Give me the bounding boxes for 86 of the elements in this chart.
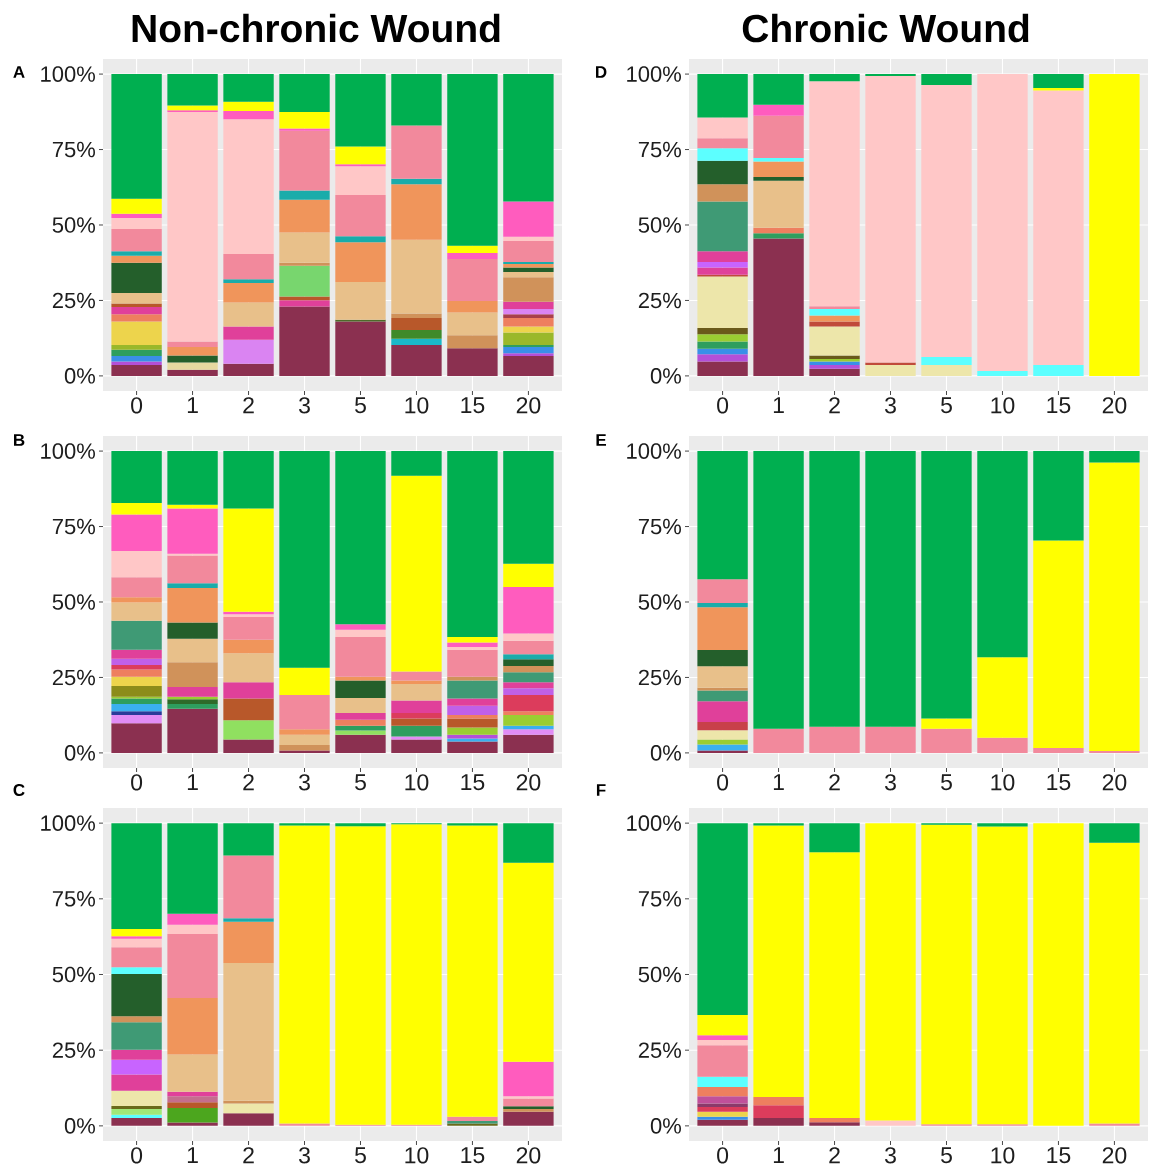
x-tick-label: 3	[884, 1147, 896, 1164]
x-tick-label: 0	[717, 1147, 729, 1164]
y-tick-label: 50%	[52, 594, 95, 610]
x-tick-label: 20	[516, 774, 541, 791]
y-tick-label: 50%	[52, 966, 95, 983]
y-tick-label: 25%	[52, 669, 95, 686]
chart-title: Non-chronic Wound	[132, 13, 500, 43]
x-tick-label: 10	[405, 774, 429, 791]
x-tick-label: 15	[1047, 397, 1071, 414]
y-tick-label: 50%	[638, 594, 681, 610]
x-tick-label: 5	[355, 1147, 366, 1164]
text: B	[14, 434, 25, 446]
y-tick-label: 75%	[638, 518, 681, 535]
text: F	[596, 784, 606, 796]
y-tick-label: 0%	[64, 368, 96, 384]
x-tick-label: 3	[298, 397, 310, 414]
y-tick-label: 50%	[52, 217, 95, 233]
x-tick-label: 10	[405, 397, 429, 414]
x-tick-label: 20	[1102, 397, 1127, 414]
x-tick-label: 0	[717, 774, 729, 791]
x-tick-label: 2	[829, 774, 840, 791]
y-tick-label: 0%	[650, 1118, 682, 1134]
x-tick-label: 15	[461, 774, 485, 791]
x-tick-label: 1	[187, 774, 198, 791]
x-tick-label: 1	[773, 774, 784, 791]
x-tick-label: 15	[461, 397, 485, 414]
y-tick-label: 100%	[627, 66, 681, 82]
x-tick-label: 15	[1047, 774, 1071, 791]
y-tick-label: 75%	[638, 891, 681, 907]
x-tick-label: 0	[131, 774, 143, 791]
x-tick-label: 3	[298, 1147, 310, 1164]
y-tick-label: 75%	[52, 141, 95, 158]
x-tick-label: 20	[1102, 1147, 1127, 1164]
x-tick-label: 0	[131, 1147, 143, 1164]
x-tick-label: 20	[1102, 774, 1127, 791]
y-tick-label: 50%	[638, 217, 681, 233]
x-tick-label: 5	[941, 397, 952, 414]
x-tick-label: 10	[405, 1147, 429, 1164]
x-tick-label: 15	[1047, 1147, 1071, 1164]
x-tick-label: 1	[773, 1147, 784, 1164]
x-tick-label: 1	[187, 1147, 198, 1164]
y-tick-label: 100%	[627, 815, 681, 831]
x-tick-label: 0	[131, 397, 143, 414]
x-tick-label: 5	[355, 397, 366, 414]
x-tick-label: 1	[187, 397, 198, 414]
y-tick-label: 100%	[41, 815, 95, 831]
text: E	[596, 434, 607, 446]
y-tick-label: 75%	[52, 891, 95, 907]
y-tick-label: 25%	[638, 669, 681, 686]
x-tick-label: 1	[773, 397, 784, 414]
y-tick-label: 25%	[638, 1042, 681, 1058]
x-tick-label: 5	[941, 774, 952, 791]
x-tick-label: 2	[243, 774, 254, 791]
x-tick-label: 2	[829, 397, 840, 414]
x-tick-label: 2	[243, 397, 254, 414]
y-tick-label: 75%	[638, 141, 681, 158]
x-tick-label: 10	[991, 774, 1015, 791]
x-tick-label: 15	[461, 1147, 485, 1164]
x-tick-label: 10	[991, 1147, 1015, 1164]
text: D	[596, 66, 607, 78]
y-tick-label: 100%	[627, 443, 681, 459]
x-tick-label: 5	[355, 774, 366, 791]
y-tick-label: 0%	[64, 1118, 96, 1134]
x-tick-label: 20	[516, 397, 541, 414]
x-tick-label: 2	[829, 1147, 840, 1164]
y-tick-label: 0%	[650, 745, 682, 761]
x-tick-label: 0	[717, 397, 729, 414]
x-tick-label: 3	[884, 397, 896, 414]
y-tick-label: 0%	[650, 368, 682, 384]
x-tick-label: 5	[941, 1147, 952, 1164]
y-tick-label: 75%	[52, 518, 95, 535]
x-tick-label: 20	[516, 1147, 541, 1164]
x-tick-label: 3	[298, 774, 310, 791]
y-tick-label: 100%	[41, 443, 95, 459]
chart-title: Chronic Wound	[742, 13, 1029, 43]
x-tick-label: 2	[243, 1147, 254, 1164]
x-tick-label: 10	[991, 397, 1015, 414]
y-tick-label: 25%	[638, 292, 681, 309]
text: A	[13, 66, 25, 78]
y-tick-label: 25%	[52, 292, 95, 309]
y-tick-label: 50%	[638, 966, 681, 983]
y-tick-label: 25%	[52, 1042, 95, 1058]
y-tick-label: 100%	[41, 66, 95, 82]
text: C	[13, 783, 25, 797]
y-tick-label: 0%	[64, 745, 96, 761]
x-tick-label: 3	[884, 774, 896, 791]
